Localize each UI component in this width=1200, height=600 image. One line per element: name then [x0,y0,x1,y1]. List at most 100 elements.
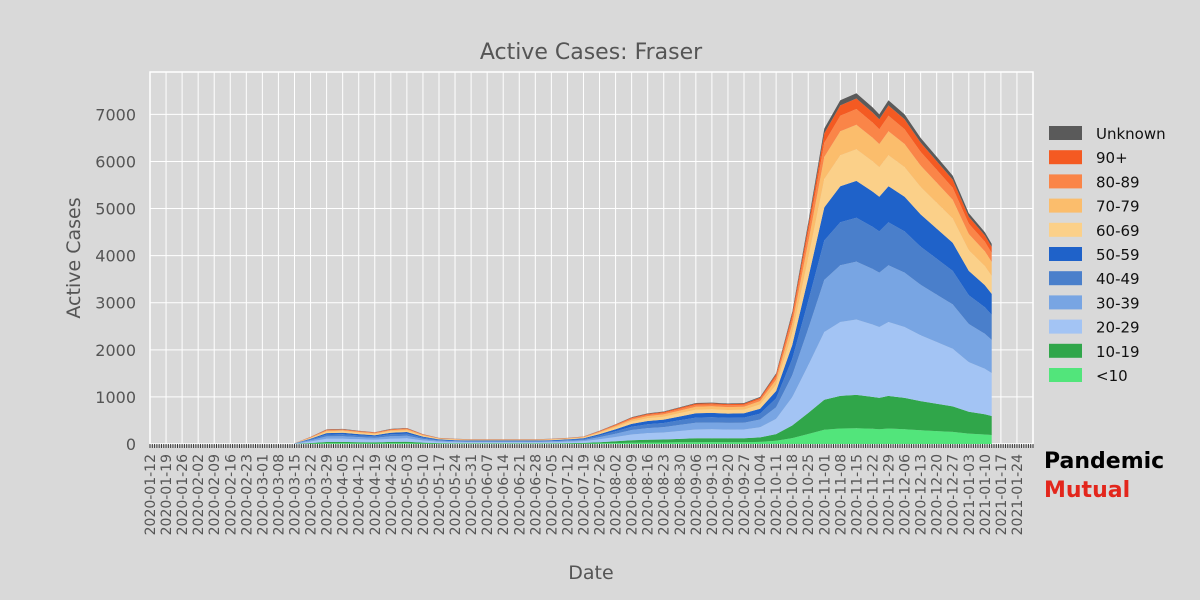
x-tick-label: 2020-05-03 [400,454,416,535]
x-tick-label: 2020-06-07 [480,454,496,535]
legend-swatch [1049,150,1082,165]
area-layers [294,93,992,444]
y-tick-label: 3000 [95,294,136,313]
legend-label: 50-59 [1096,246,1140,264]
x-tick-label: 2020-08-30 [673,454,689,535]
legend-swatch [1049,343,1082,358]
y-axis-label: Active Cases [63,197,85,318]
legend-swatch [1049,271,1082,286]
area-series-8089 [294,109,992,444]
area-series-3039 [294,261,992,444]
x-tick-label: 2020-10-11 [769,454,785,535]
brand-pandemic: Pandemic [1044,449,1165,474]
area-series-6069 [294,149,992,444]
x-tick-label: 2020-04-12 [352,454,368,535]
y-tick-label: 6000 [95,152,136,171]
legend-swatch [1049,174,1082,189]
area-series-10 [294,428,992,444]
x-tick-label: 2020-11-22 [865,454,881,535]
legend-swatch [1049,319,1082,334]
x-tick-label: 2020-07-05 [544,454,560,535]
x-tick-label: 2020-05-24 [448,454,464,535]
y-tick-label: 7000 [95,105,136,124]
x-tick-label: 2021-01-03 [962,454,978,535]
x-tick-label: 2020-03-22 [304,454,320,535]
x-tick-label: 2020-11-29 [882,454,898,535]
x-tick-label: 2020-03-29 [320,454,336,535]
x-tick-label: 2020-03-01 [255,454,271,535]
x-axis-label: Date [568,562,613,584]
legend-swatch [1049,247,1082,261]
legend-label: 80-89 [1096,173,1140,191]
x-tick-label: 2020-03-15 [287,454,303,535]
x-tick-label: 2020-10-04 [753,454,769,535]
x-tick-label: 2020-09-27 [737,454,753,535]
x-tick-label: 2020-08-02 [609,454,625,535]
legend-label: 60-69 [1096,222,1140,240]
x-tick-label: 2021-01-10 [978,454,994,535]
area-series-1019 [294,394,992,444]
legend-label: 20-29 [1096,319,1140,337]
x-tick-label: 2020-09-20 [721,454,737,535]
legend-swatch [1049,222,1082,237]
x-tick-label: 2021-01-24 [1010,454,1026,535]
x-tick-label: 2020-10-25 [801,454,817,535]
x-tick-label: 2020-02-16 [223,454,239,535]
legend-swatch [1049,368,1082,382]
y-tick-label: 0 [126,435,136,454]
x-axis-ticks: 2020-01-12 2020-01-19 2020-01-26 2020-02-02… [143,444,1034,535]
x-tick-label: 2020-11-08 [833,454,849,535]
x-tick-label: 2020-05-17 [432,454,448,535]
x-tick-label: 2020-02-09 [207,454,223,535]
legend-swatch [1049,295,1082,310]
legend-swatch [1049,126,1082,140]
y-tick-label: 1000 [95,388,136,407]
x-tick-label: 2020-06-28 [528,454,544,535]
legend-label: 40-49 [1096,270,1140,288]
x-tick-label: 2021-01-17 [994,454,1010,535]
x-tick-label: 2020-02-02 [191,454,207,535]
x-tick-label: 2020-01-19 [159,454,175,535]
x-tick-label: 2020-03-08 [271,454,287,535]
x-tick-label: 2020-07-12 [560,454,576,535]
x-tick-label: 2020-05-31 [464,454,480,535]
legend-label: 10-19 [1096,343,1140,361]
x-tick-label: 2020-11-01 [817,454,833,535]
x-tick-label: 2020-12-06 [898,454,914,535]
x-tick-label: 2020-08-23 [657,454,673,535]
x-tick-label: 2020-09-06 [689,454,705,535]
x-tick-label: 2020-12-27 [946,454,962,535]
brand-mutual: Mutual [1044,478,1131,503]
x-tick-label: 2020-12-20 [930,454,946,535]
x-tick-label: 2020-05-10 [416,454,432,535]
x-tick-label: 2020-11-15 [849,454,865,535]
x-tick-label: 2020-01-12 [143,454,159,535]
x-tick-label: 2020-04-05 [336,454,352,535]
legend: Unknown 90+ 80-89 70-79 60-69 50-59 40-49 30-39… [1049,125,1166,385]
area-series-4049 [294,217,992,444]
x-tick-label: 2020-08-16 [641,454,657,535]
y-tick-label: 5000 [95,200,136,219]
x-tick-label: 2020-02-23 [239,454,255,535]
x-tick-label: 2020-10-18 [785,454,801,535]
x-tick-label: 2020-09-13 [705,454,721,535]
x-tick-label: 2020-01-26 [175,454,191,535]
y-tick-label: 2000 [95,341,136,360]
x-tick-label: 2020-06-21 [512,454,528,535]
legend-label: <10 [1096,367,1128,385]
x-tick-label: 2020-06-14 [496,454,512,535]
y-axis-ticks: 0 1000 2000 3000 4000 5000 6000 7000 [95,105,136,454]
legend-label: Unknown [1096,125,1166,143]
x-tick-label: 2020-07-19 [576,454,592,535]
legend-label: 70-79 [1096,198,1140,216]
x-tick-label: 2020-04-19 [368,454,384,535]
chart-title: Active Cases: Fraser [480,40,703,65]
area-series-2029 [294,319,992,444]
x-tick-label: 2020-07-26 [593,454,609,535]
area-series-5059 [294,180,992,444]
legend-label: 30-39 [1096,294,1140,312]
x-tick-label: 2020-12-13 [914,454,930,535]
legend-label: 90+ [1096,149,1128,167]
y-tick-label: 4000 [95,247,136,266]
